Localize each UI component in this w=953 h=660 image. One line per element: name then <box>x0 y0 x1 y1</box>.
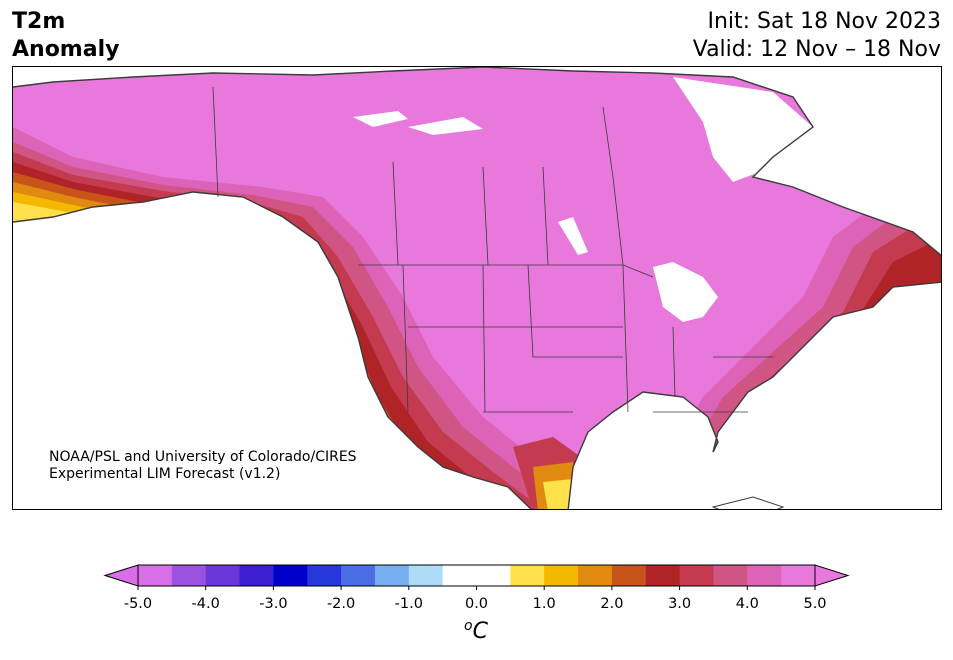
colorbar-tick-label: -1.0 <box>395 596 423 612</box>
lake-shape <box>558 217 588 255</box>
init-date: Init: Sat 18 Nov 2023 <box>707 9 941 34</box>
colorbar-tick-label: 4.0 <box>736 596 759 612</box>
colorbar-tick-label: 2.0 <box>600 596 623 612</box>
great-lakes-shape <box>653 262 718 322</box>
colorbar-bin <box>713 565 748 586</box>
colorbar-unit-label: oC <box>464 618 489 644</box>
colorbar-under-arrow <box>103 564 139 587</box>
map-canvas <box>13 67 941 509</box>
colorbar-bin <box>611 565 647 586</box>
political-borders <box>212 86 773 413</box>
cuba-outline <box>711 496 785 509</box>
colorbar-bin <box>138 565 173 586</box>
colorbar-tick-label: 0.0 <box>465 596 488 612</box>
colorbar-tick-label: -4.0 <box>192 596 220 612</box>
colorbar-bin <box>273 565 308 586</box>
colorbar-over-arrow <box>814 564 850 587</box>
colorbar-bin <box>205 565 241 586</box>
lake-shape <box>353 111 408 127</box>
colorbar-bin <box>307 565 342 586</box>
colorbar-tick-label: 3.0 <box>668 596 691 612</box>
credit-line-1: NOAA/PSL and University of Colorado/CIRE… <box>49 449 357 465</box>
colorbar: -5.0 -4.0 -3.0 -2.0 -1.0 0.0 1.0 2.0 3.0 4.0 5.0 oC <box>0 560 953 656</box>
map-title: T2m Anomaly <box>12 8 119 64</box>
colorbar-bin <box>408 565 444 586</box>
coastline <box>13 67 941 509</box>
colorbar-canvas: -5.0 -4.0 -3.0 -2.0 -1.0 0.0 1.0 2.0 3.0 4.0 5.0 oC <box>103 564 850 644</box>
valid-range: Valid: 12 Nov – 18 Nov <box>692 37 941 62</box>
title-line-2: Anomaly <box>12 37 120 62</box>
colorbar-bin <box>341 565 376 586</box>
colorbar-tick-label: -5.0 <box>124 596 152 612</box>
colorbar-bin <box>442 565 477 586</box>
colorbar-bin <box>645 565 681 586</box>
colorbar-tick-label: 5.0 <box>803 596 826 612</box>
colorbar-bin <box>679 565 714 586</box>
title-line-1: T2m <box>12 9 66 34</box>
colorbar-bin <box>510 565 545 586</box>
credit-line-2: Experimental LIM Forecast (v1.2) <box>49 466 281 482</box>
colorbar-tick-label: -3.0 <box>259 596 287 612</box>
colorbar-bin <box>476 565 511 586</box>
colorbar-bin <box>578 565 613 586</box>
lake-shape <box>408 117 483 135</box>
hudson-bay-shape <box>673 77 813 182</box>
anomaly-map: NOAA/PSL and University of Colorado/CIRE… <box>12 66 942 510</box>
colorbar-tick-label: -2.0 <box>327 596 355 612</box>
colorbar-bin <box>544 565 579 586</box>
colorbar-bin <box>239 565 274 586</box>
colorbar-tick-label: 1.0 <box>533 596 556 612</box>
colorbar-bin <box>781 565 816 586</box>
colorbar-bin <box>374 565 410 586</box>
credit-text: NOAA/PSL and University of Colorado/CIRE… <box>49 449 357 483</box>
colorbar-bin <box>171 565 207 586</box>
colorbar-bin <box>747 565 782 586</box>
date-info: Init: Sat 18 Nov 2023 Valid: 12 Nov – 18… <box>693 8 941 64</box>
